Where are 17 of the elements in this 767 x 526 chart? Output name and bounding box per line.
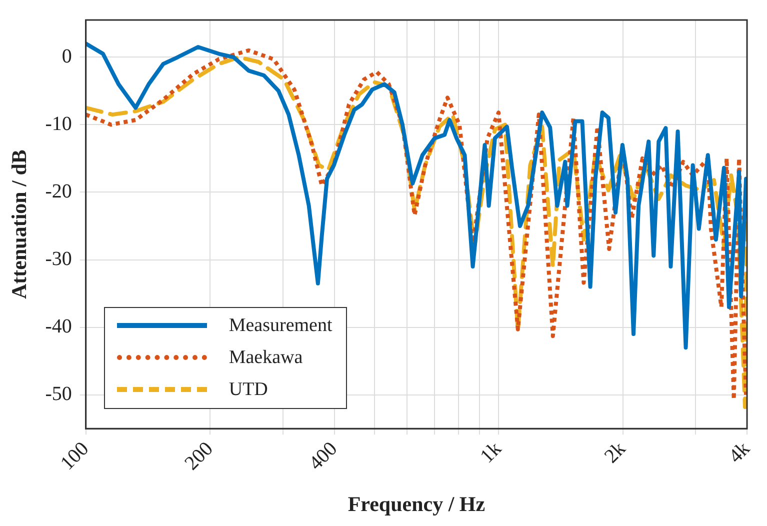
x-tick-label: 200 (180, 438, 218, 475)
y-tick-label: 0 (62, 45, 72, 68)
y-tick-label: -40 (45, 316, 72, 338)
y-tick-label: -50 (45, 383, 72, 406)
x-tick-label: 2k (600, 438, 630, 468)
legend-label: Measurement (228, 314, 332, 337)
y-tick-label: -10 (45, 112, 72, 135)
legend-label: UTD (228, 378, 268, 401)
y-axis-title: Attenuation / dB (7, 150, 32, 299)
x-tick-label: 400 (304, 438, 342, 475)
y-tick-label: -30 (45, 248, 72, 270)
x-tick-label: 100 (56, 438, 94, 475)
x-axis-title: Frequency / Hz (348, 492, 486, 516)
legend-label: Maekawa (228, 346, 303, 369)
x-tick-label: 4k (724, 438, 754, 468)
y-tick-label: -20 (45, 180, 72, 202)
x-tick-label: 1k (476, 438, 506, 468)
